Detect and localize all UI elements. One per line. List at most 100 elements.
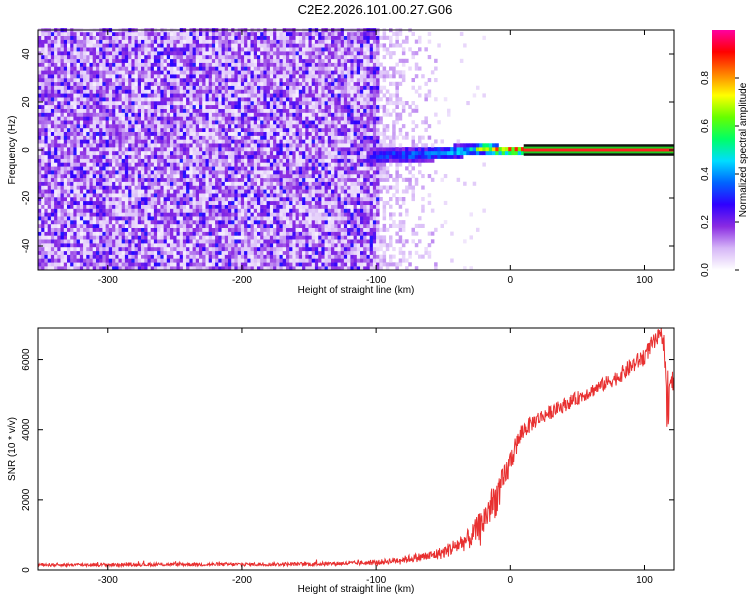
spectrogram-cell <box>67 189 71 194</box>
spectrogram-cell <box>50 154 55 159</box>
spectrogram-cell <box>179 89 184 94</box>
spectrogram-cell <box>153 70 158 75</box>
spectrogram-cell <box>250 66 254 71</box>
spectrogram-cell <box>128 70 132 75</box>
spectrogram-cell <box>189 78 193 83</box>
spectrogram-cell <box>273 127 277 132</box>
spectrogram-cell <box>263 193 267 198</box>
spectrogram-cell <box>282 62 287 67</box>
spectrogram-cell <box>237 204 242 209</box>
spectrogram-cell <box>83 174 87 179</box>
spectrogram-cell <box>273 104 277 109</box>
spectrogram-cell <box>276 258 280 263</box>
spectrogram-cell <box>269 112 274 117</box>
spectrogram-cell <box>237 208 242 213</box>
spectrogram-cell <box>170 51 174 56</box>
spectrogram-cell <box>99 51 103 56</box>
spectrogram-cell <box>282 127 287 132</box>
spectrogram-cell <box>96 174 100 179</box>
spectrogram-cell <box>141 101 145 106</box>
spectrogram-cell <box>237 162 242 167</box>
spectrogram-cell <box>60 104 64 109</box>
spectrogram-cell <box>70 124 74 129</box>
spectrogram-cell <box>286 158 290 163</box>
spectrogram-cell <box>102 147 106 152</box>
spectrogram-cell <box>173 51 177 56</box>
spectrogram-cell <box>86 135 90 140</box>
spectrogram-cell <box>253 93 258 98</box>
spectrogram-cell <box>186 177 190 182</box>
spectrogram-cell <box>44 135 48 140</box>
spectrogram-cell <box>89 193 93 198</box>
spectrogram-cell <box>289 104 293 109</box>
spectrogram-cell <box>79 43 84 48</box>
spectrogram-cell <box>208 47 213 52</box>
spectrogram-cell <box>224 170 229 175</box>
spectrogram-cell <box>108 227 113 232</box>
spectrogram-cell <box>89 235 93 240</box>
spectrogram-cell <box>173 250 177 255</box>
spectrogram-cell <box>176 131 180 136</box>
spectrogram-cell <box>141 204 145 209</box>
spectrogram-cell <box>166 39 171 44</box>
spectrogram-cell <box>92 262 97 267</box>
spectrogram-cell <box>83 139 87 144</box>
spectrogram-cell <box>276 262 280 267</box>
spectrogram-cell <box>131 101 135 106</box>
spectrogram-cell <box>150 74 155 79</box>
spectrogram-cell <box>279 247 283 252</box>
spectrogram-cell <box>189 250 193 255</box>
spectrogram-cell <box>195 101 200 106</box>
spectrogram-cell <box>153 227 158 232</box>
spectrogram-cell <box>166 127 171 132</box>
spectrogram-cell <box>192 135 197 140</box>
spectrogram-cell <box>70 166 74 171</box>
spectrogram-cell <box>121 216 126 221</box>
spectrogram-cell <box>50 93 55 98</box>
spectrogram-cell <box>60 212 64 217</box>
spectrogram-cell <box>221 266 226 271</box>
spectrogram-cell <box>257 135 261 140</box>
spectrogram-cell <box>250 89 254 94</box>
spectrogram-cell <box>199 62 203 67</box>
spectrogram-cell <box>115 220 119 225</box>
spectrogram-cell <box>170 235 174 240</box>
spectrogram-cell <box>202 181 206 186</box>
spectrogram-cell <box>96 177 100 182</box>
spectrogram-cell <box>92 120 97 125</box>
spectrogram-cell <box>221 177 226 182</box>
spectrogram-cell <box>160 200 164 205</box>
spectrogram-cell <box>96 227 100 232</box>
spectrogram-cell <box>269 78 274 83</box>
spectrogram-cell <box>218 35 222 40</box>
spectrogram-cell <box>282 197 287 202</box>
spectrogram-cell <box>76 108 81 113</box>
spectrogram-cell <box>118 35 122 40</box>
spectrogram-cell <box>289 135 293 140</box>
spectrogram-cell <box>276 35 280 40</box>
spectrogram-cell <box>257 227 261 232</box>
spectrogram-cell <box>67 227 71 232</box>
spectrogram-cell <box>273 239 277 244</box>
spectrogram-cell <box>282 208 287 213</box>
spectrogram-cell <box>115 81 119 86</box>
spectrogram-cell <box>38 162 42 167</box>
spectrogram-cell <box>163 81 168 86</box>
spectrogram-cell <box>179 112 184 117</box>
spectrogram-cell <box>118 124 122 129</box>
spectrogram-cell <box>189 239 193 244</box>
spectrogram-cell <box>189 66 193 71</box>
spectrogram-cell <box>247 139 251 144</box>
spectrogram-cell <box>67 235 71 240</box>
spectrogram-cell <box>141 162 145 167</box>
spectrogram-cell <box>179 235 184 240</box>
spectrogram-cell <box>244 151 248 156</box>
spectrogram-cell <box>179 162 184 167</box>
spectrogram-cell <box>208 216 213 221</box>
spectrogram-cell <box>41 158 45 163</box>
spectrogram-cell <box>253 104 258 109</box>
spectrogram-cell <box>176 189 180 194</box>
spectrogram-cell <box>115 239 119 244</box>
spectrogram-cell <box>67 151 71 156</box>
spectrogram-cell <box>231 139 235 144</box>
